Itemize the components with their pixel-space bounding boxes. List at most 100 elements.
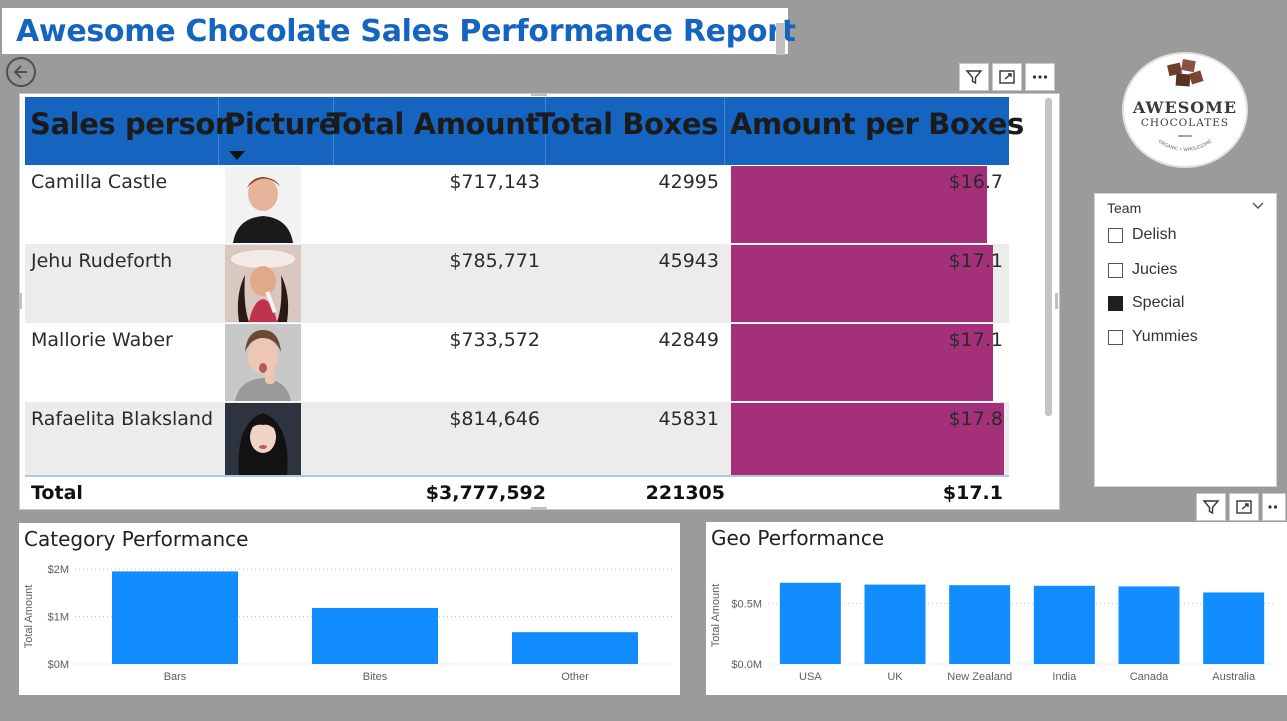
amount-per-box-value: $17.1 <box>948 250 1003 272</box>
table-row[interactable]: Mallorie Waber $733,572 42849 $17.1 <box>25 323 1009 402</box>
table-visual-toolbar <box>959 63 1055 91</box>
team-slicer[interactable]: Team Delish Jucies Special Yummies <box>1094 193 1277 487</box>
sales-person-name: Rafaelita Blaksland <box>31 408 214 430</box>
focus-mode-button[interactable] <box>992 63 1022 91</box>
bar <box>1203 592 1265 664</box>
header-total-boxes[interactable]: Total Boxes <box>535 97 725 165</box>
total-boxes-value: 42849 <box>658 329 719 351</box>
total-boxes-value: 45943 <box>658 250 719 272</box>
back-button[interactable] <box>6 57 36 87</box>
amount-per-box-bar <box>731 166 987 243</box>
resize-handle-left[interactable] <box>19 293 22 309</box>
text-cursor <box>776 23 785 55</box>
total-boxes-sum: 221305 <box>645 482 725 504</box>
slicer-title: Team <box>1107 200 1142 216</box>
header-picture[interactable]: Picture <box>219 97 338 165</box>
more-options-button[interactable] <box>1025 63 1055 91</box>
focus-mode-icon <box>1236 500 1252 514</box>
chart-title: Category Performance <box>24 527 249 551</box>
category-chart-plot: $0M $1M $2M Total Amount Bars Bites Other <box>23 564 675 683</box>
geo-chart-plot: $0.0M $0.5M Total Amount USA UK New Zealand In… <box>710 582 1276 683</box>
filter-icon <box>965 70 983 85</box>
total-label: Total <box>31 482 83 504</box>
bar <box>779 582 841 664</box>
slicer-item-special[interactable]: Special <box>1108 293 1184 313</box>
geo-chart-toolbar <box>1196 493 1286 521</box>
table-vertical-scrollbar[interactable] <box>1045 98 1052 416</box>
filter-button[interactable] <box>1196 493 1226 521</box>
amount-per-box-cell: $17.1 <box>731 245 1009 322</box>
svg-text:ORGANIC • WHOLESOME: ORGANIC • WHOLESOME <box>1157 139 1213 153</box>
x-tick-label: Australia <box>1212 671 1256 683</box>
sales-person-photo <box>225 245 301 322</box>
header-amount-per-boxes[interactable]: Amount per Boxes <box>730 107 1024 141</box>
more-options-button[interactable] <box>1262 493 1286 521</box>
amount-per-box-cell: $17.1 <box>731 324 1009 401</box>
y-tick-label: $1M <box>48 612 69 624</box>
y-tick-label: $2M <box>48 564 69 576</box>
bar <box>949 585 1011 664</box>
x-tick-label: Canada <box>1130 671 1169 683</box>
total-amount-per-box: $17.1 <box>942 482 1003 504</box>
checkbox[interactable] <box>1108 329 1123 345</box>
checkbox[interactable] <box>1108 227 1123 243</box>
sales-person-photo <box>225 403 301 475</box>
chocolate-pieces-icon <box>1167 59 1204 87</box>
chart-title: Geo Performance <box>711 526 885 550</box>
y-tick-label: $0.5M <box>731 598 762 610</box>
x-tick-label: India <box>1052 671 1077 683</box>
bar <box>1033 585 1095 664</box>
focus-mode-button[interactable] <box>1229 493 1259 521</box>
resize-handle-bottom[interactable] <box>531 507 547 510</box>
table-total-row: Total $3,777,592 221305 $17.1 <box>25 475 1009 507</box>
amount-per-box-cell: $16.7 <box>731 166 1009 243</box>
x-tick-label: Bars <box>164 671 187 683</box>
table-header: Sales person Picture Total Amount Total … <box>25 97 1024 165</box>
sales-person-name: Camilla Castle <box>31 171 168 193</box>
more-options-icon <box>1032 75 1048 79</box>
amount-per-box-bar <box>731 324 993 401</box>
total-amount-value: $733,572 <box>449 329 540 351</box>
y-tick-label: $0.0M <box>731 659 762 671</box>
geo-performance-chart[interactable]: Geo Performance $0.0M $0.5M Total Amount US… <box>706 522 1287 695</box>
report-title: Awesome Chocolate Sales Performance Repo… <box>16 14 796 49</box>
checkbox-checked[interactable] <box>1108 295 1123 311</box>
bar <box>312 607 438 664</box>
focus-mode-icon <box>999 70 1015 84</box>
table-row[interactable]: Rafaelita Blaksland $814,646 45831 $17.8 <box>25 402 1009 475</box>
slicer-item-yummies[interactable]: Yummies <box>1108 327 1198 347</box>
sales-person-name: Mallorie Waber <box>31 329 173 351</box>
checkbox[interactable] <box>1108 262 1123 278</box>
amount-per-box-bar <box>731 403 1004 475</box>
total-boxes-value: 45831 <box>658 408 719 430</box>
bar <box>512 632 638 664</box>
slicer-item-jucies[interactable]: Jucies <box>1108 260 1177 280</box>
chevron-down-icon[interactable] <box>1251 201 1265 211</box>
sales-person-table[interactable]: Sales person Picture Total Amount Total … <box>19 93 1060 510</box>
sales-person-photo <box>225 324 301 401</box>
category-performance-chart[interactable]: Category Performance $0M $1M $2M Total Amou… <box>19 523 680 695</box>
amount-per-box-bar <box>731 245 993 322</box>
table-row[interactable]: Camilla Castle $717,143 42995 $16.7 <box>25 165 1009 244</box>
y-axis-label: Total Amount <box>23 585 35 649</box>
header-total-amount[interactable]: Total Amount <box>327 97 546 165</box>
report-title-box: Awesome Chocolate Sales Performance Repo… <box>2 8 796 55</box>
x-tick-label: New Zealand <box>947 671 1012 683</box>
filter-button[interactable] <box>959 63 989 91</box>
resize-handle-right[interactable] <box>1055 293 1058 309</box>
total-amount-value: $814,646 <box>449 408 540 430</box>
bar <box>112 571 238 664</box>
resize-handle-top[interactable] <box>531 93 547 96</box>
y-axis-label: Total Amount <box>710 584 722 648</box>
total-boxes-value: 42995 <box>658 171 719 193</box>
x-tick-label: Bites <box>363 671 388 683</box>
filter-icon <box>1202 500 1220 515</box>
amount-per-box-value: $17.1 <box>948 329 1003 351</box>
amount-per-box-cell: $17.8 <box>731 403 1009 475</box>
total-amount-value: $717,143 <box>449 171 540 193</box>
header-sales-person[interactable]: Sales person <box>25 97 236 165</box>
slicer-item-delish[interactable]: Delish <box>1108 225 1176 245</box>
sort-descending-icon <box>229 151 245 160</box>
table-row[interactable]: Jehu Rudeforth $785,771 45943 $17.1 <box>25 244 1009 323</box>
more-options-icon <box>1268 505 1278 509</box>
